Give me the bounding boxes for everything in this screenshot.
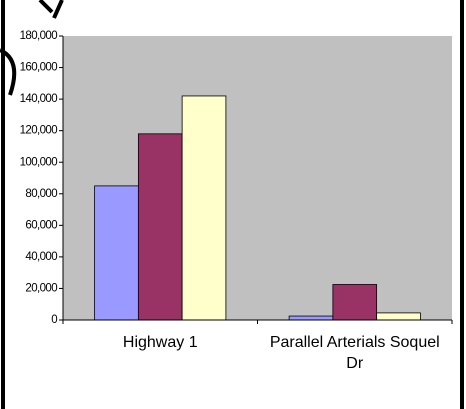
y-tick-label: 120,000	[20, 125, 58, 137]
bar	[137, 133, 183, 321]
x-tick-label: Highway 1	[122, 334, 198, 351]
bar	[94, 185, 139, 321]
bar	[332, 284, 378, 321]
y-tick-label: 180,000	[20, 30, 58, 42]
x-tick-label: Parallel Arterials Soquel Dr	[269, 334, 440, 372]
y-tick-label: 140,000	[20, 93, 58, 105]
y-tick-label: 80,000	[25, 188, 57, 200]
y-tick-label: 0	[51, 314, 57, 326]
y-tick-label: 100,000	[20, 156, 58, 168]
bar	[288, 315, 334, 321]
stray-stroke	[38, 0, 64, 19]
bar	[181, 95, 227, 321]
stray-stroke	[0, 48, 17, 96]
plot-area: 0 20,000 40,000 60,000 80,000 100,000 120,000 1…	[20, 30, 453, 326]
y-tick-label: 160,000	[20, 62, 58, 74]
bar	[376, 312, 421, 321]
y-tick-label: 60,000	[25, 219, 57, 231]
y-tick-label: 40,000	[25, 251, 57, 263]
y-tick-label: 20,000	[25, 282, 57, 294]
